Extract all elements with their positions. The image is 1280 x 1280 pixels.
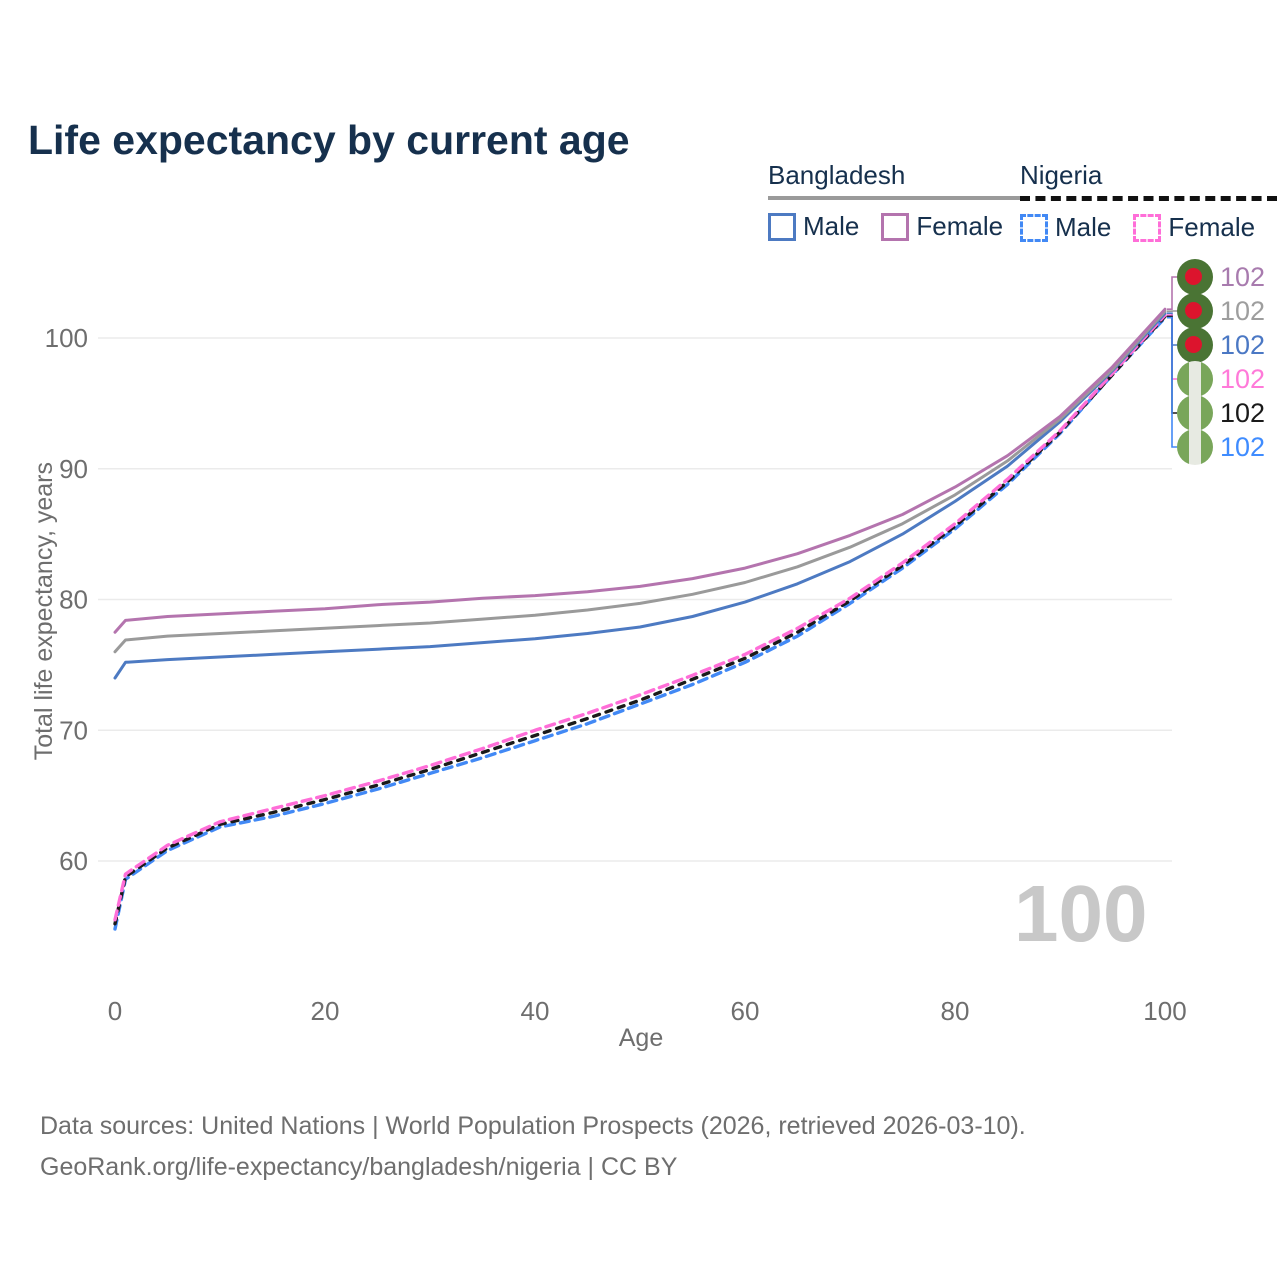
x-tick-label: 0 [108,996,122,1026]
y-tick-label: 100 [45,323,88,353]
series-line-nigeria-female [113,313,1167,922]
line-chart: 60 70 80 90 100 0 20 40 60 80 100 [45,276,1187,1026]
x-axis-title: Age [618,1024,664,1052]
end-label-value: 102 [1220,329,1266,360]
x-tick-label: 100 [1143,996,1186,1026]
x-tick-label: 80 [941,996,970,1026]
bangladesh-flag-icon [1177,293,1213,329]
legend-item-label: Male [803,211,860,241]
y-tick-label: 90 [59,454,88,484]
end-label-bangladesh-both: 102 [1177,293,1265,329]
legend-item-label: Female [916,211,1004,241]
checkbox-icon[interactable] [768,212,796,241]
end-label-value: 102 [1220,261,1266,292]
y-tick-label: 60 [59,846,88,876]
series-line-bangladesh-female [113,307,1167,634]
checkbox-icon[interactable] [1020,213,1048,242]
nigeria-flag-icon [1177,361,1213,397]
flag-red-disc [1185,336,1202,353]
x-tick-label: 20 [311,996,340,1026]
y-tick-label: 80 [59,585,88,615]
end-label-nigeria-female: 102 [1177,361,1265,397]
legend-item-nigeria-female[interactable]: Female [1133,212,1255,243]
end-label-nigeria-male: 102 [1177,429,1265,465]
nigeria-flag-icon [1177,429,1213,465]
legend-group-nigeria: Nigeria Male Female [1020,160,1278,243]
legend-item-label: Female [1168,212,1256,242]
end-label-value: 102 [1220,431,1266,462]
bangladesh-flag-icon [1177,259,1213,295]
end-label-leader [1167,276,1177,311]
x-tick-label: 60 [731,996,760,1026]
series-line-bangladesh-male [113,311,1167,680]
x-tick-label: 40 [521,996,550,1026]
legend-country-label: Bangladesh [768,160,906,190]
end-label-value: 102 [1220,363,1266,394]
end-label-bangladesh-female: 102 [1177,259,1265,295]
bangladesh-flag-icon [1177,327,1213,363]
end-label-value: 102 [1220,295,1266,326]
legend-line-sample-solid [768,196,1026,200]
footer: Data sources: United Nations | World Pop… [40,1106,1026,1188]
flag-red-disc [1185,302,1202,319]
attribution-line: GeoRank.org/life-expectancy/bangladesh/n… [40,1153,678,1181]
legend-item-bangladesh-female[interactable]: Female [881,211,1003,242]
y-axis-title: Total life expectancy, years [30,462,58,761]
nigeria-flag-icon [1177,395,1213,431]
end-label-nigeria-both: 102 [1177,395,1265,431]
series-line-nigeria-both [113,314,1167,926]
legend-item-nigeria-male[interactable]: Male [1020,212,1111,243]
legend-group-bangladesh: Bangladesh Male Female [768,160,1026,242]
series-line-bangladesh-both [113,309,1167,654]
checkbox-icon[interactable] [1133,213,1162,242]
legend-item-bangladesh-male[interactable]: Male [768,211,859,242]
end-label-value: 102 [1220,397,1266,428]
checkbox-icon[interactable] [881,212,910,241]
data-sources-line: Data sources: United Nations | World Pop… [40,1112,1026,1140]
end-label-leader [1167,316,1177,448]
flag-red-disc [1185,268,1202,285]
page-title: Life expectancy by current age [28,117,630,164]
age-watermark: 100 [1014,869,1148,958]
end-label-bangladesh-male: 102 [1177,327,1265,363]
legend-item-label: Male [1055,212,1112,242]
series-line-nigeria-male [113,316,1167,931]
legend-line-sample-dashed [1020,196,1278,201]
legend-country-label: Nigeria [1020,160,1103,190]
y-tick-label: 70 [59,715,88,745]
